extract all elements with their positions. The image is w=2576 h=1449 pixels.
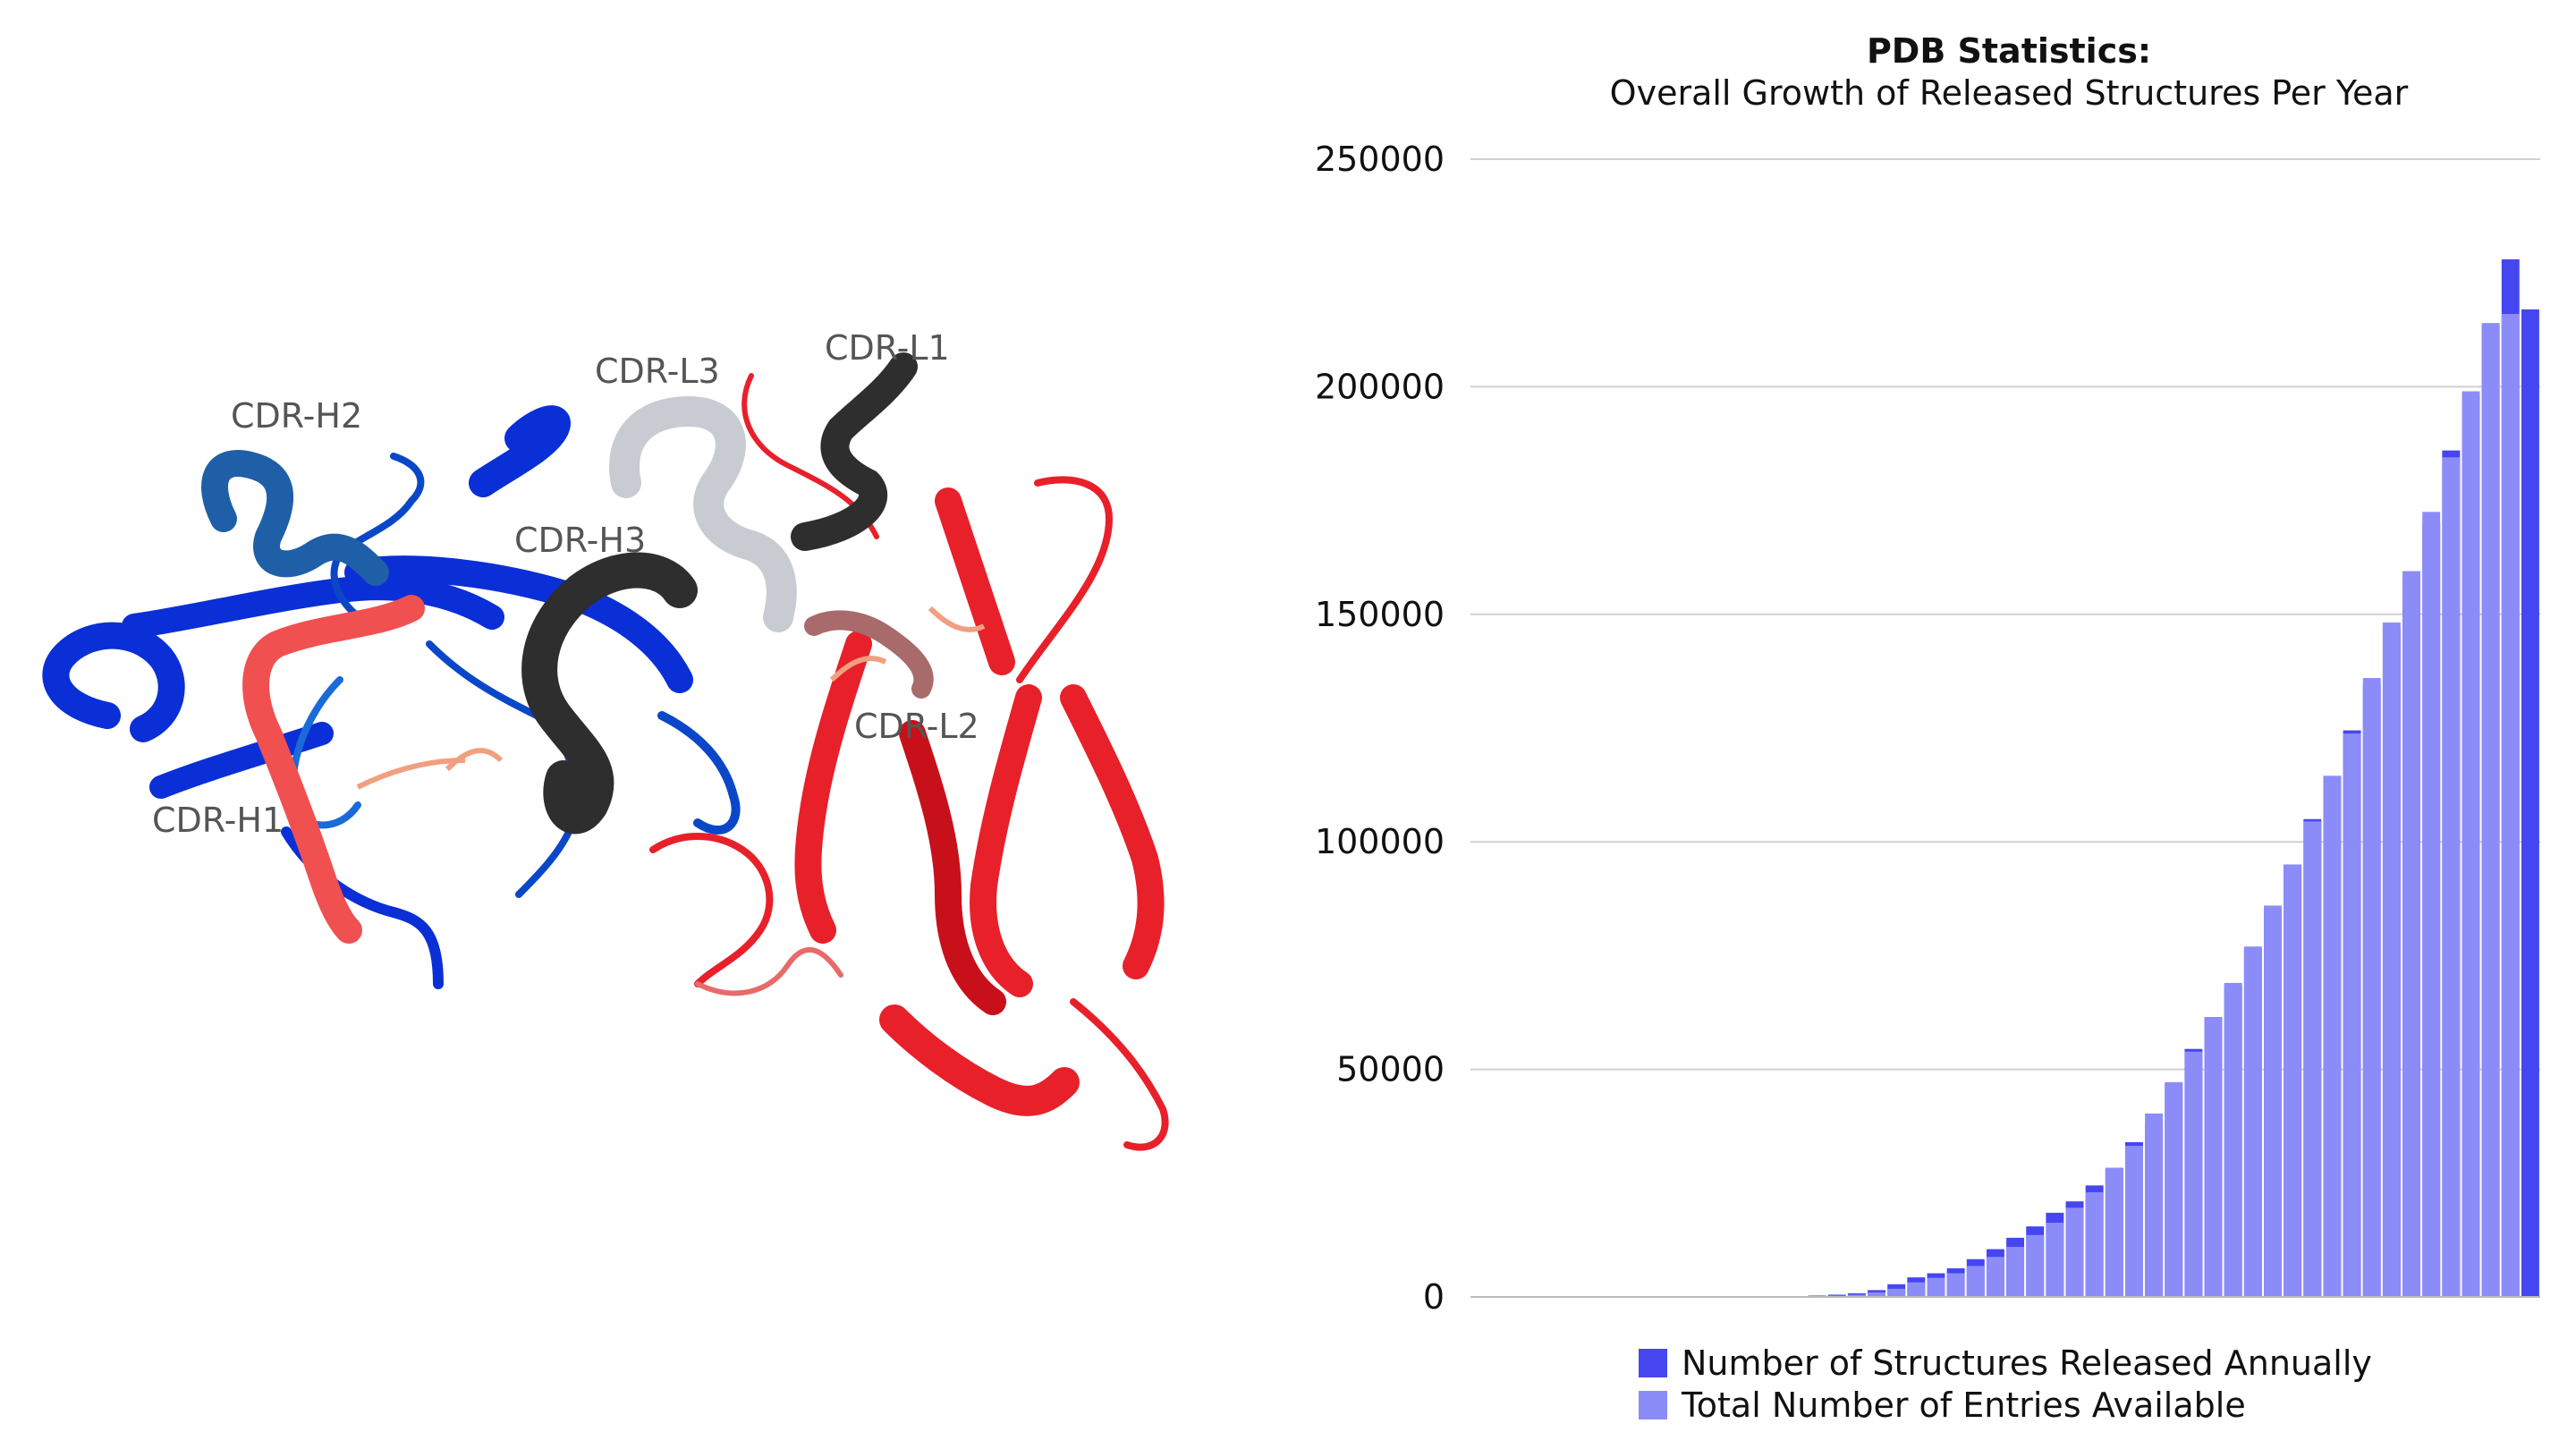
cdr-label-l3: CDR-L3: [595, 352, 720, 391]
bar-total: [2046, 1223, 2064, 1297]
bar-total: [2065, 1208, 2084, 1297]
cdr-label-h3: CDR-H3: [514, 521, 646, 560]
bar-total: [2362, 678, 2381, 1297]
cdr-l3-loop: [609, 395, 797, 632]
bar-total: [2026, 1234, 2045, 1297]
y-tick-label: 0: [1423, 1277, 1445, 1317]
cdr-h1-strand: [242, 595, 425, 944]
cdr-label-h1: CDR-H1: [152, 801, 284, 840]
bar-total: [2105, 1167, 2123, 1297]
side-chain-sticks: [356, 606, 986, 790]
bar-total: [2303, 821, 2322, 1297]
cdr-label-h2: CDR-H2: [231, 396, 362, 436]
legend-label-annual: Number of Structures Released Annually: [1682, 1343, 2372, 1383]
bar-total: [2184, 1051, 2203, 1297]
bar-total: [1966, 1266, 1985, 1297]
legend-swatch-total: [1639, 1391, 1667, 1419]
bar-total: [2085, 1191, 2104, 1297]
bar-total: [1986, 1257, 2004, 1297]
cdr-h3-loop: [521, 552, 698, 835]
cdr-label-l1: CDR-L1: [825, 328, 950, 368]
bar-total: [2422, 512, 2441, 1297]
chart-subtitle: Overall Growth of Released Structures Pe…: [1610, 73, 2409, 113]
bar-total: [1927, 1277, 1945, 1297]
heavy-chain-ribbon: [42, 405, 741, 989]
y-tick-label: 100000: [1315, 822, 1445, 861]
y-tick-label: 150000: [1315, 595, 1445, 634]
legend-swatch-annual: [1639, 1349, 1667, 1377]
bar-total: [2442, 457, 2461, 1297]
legend-label-total: Total Number of Entries Available: [1681, 1385, 2246, 1425]
cdr-label-l2: CDR-L2: [854, 707, 979, 746]
bar-total: [2343, 733, 2361, 1297]
bar-total: [2145, 1113, 2164, 1297]
antibody-structure-image: CDR-H2 CDR-L3 CDR-L1 CDR-H3 CDR-L2 CDR-H…: [42, 328, 1169, 1151]
bar-total: [2462, 391, 2480, 1297]
bar-total: [2006, 1247, 2025, 1297]
bar-total: [2481, 323, 2500, 1298]
bar-total: [2402, 571, 2421, 1297]
bar-total: [2264, 905, 2282, 1297]
light-chain-ribbon: [649, 373, 1169, 1151]
gridlines: [1470, 158, 2540, 1071]
bar-total: [1887, 1288, 1906, 1297]
bar-total: [2204, 1017, 2223, 1297]
bar-total: [1946, 1273, 1965, 1297]
bar-total: [2224, 982, 2242, 1297]
y-axis-tick-labels: 0 50000 100000 150000 200000 250000: [1315, 140, 1445, 1317]
bar-total: [2382, 622, 2401, 1297]
bar-total: [1868, 1292, 1886, 1297]
cdr-l1-loop: [791, 352, 918, 551]
bar-annual: [2521, 309, 2539, 1297]
bar-total: [2501, 313, 2520, 1298]
chart-legend: Number of Structures Released Annually T…: [1639, 1343, 2372, 1425]
bar-total: [1907, 1282, 1926, 1297]
bars: [1788, 258, 2539, 1298]
cdr-h2-loop: [201, 450, 389, 586]
bar-total: [2165, 1081, 2183, 1297]
protein-structure-panel: CDR-H2 CDR-L3 CDR-L1 CDR-H3 CDR-L2 CDR-H…: [42, 328, 1169, 1151]
bar-total: [2323, 775, 2342, 1297]
chart-title: PDB Statistics:: [1867, 31, 2151, 71]
pdb-growth-bar-chart: PDB Statistics: Overall Growth of Releas…: [1315, 31, 2540, 1425]
y-tick-label: 200000: [1315, 367, 1445, 406]
pdb-chart-panel: PDB Statistics: Overall Growth of Releas…: [1288, 0, 2576, 1449]
bar-total: [2243, 946, 2262, 1297]
y-tick-label: 50000: [1336, 1050, 1445, 1089]
bar-total: [1847, 1294, 1866, 1297]
bar-total: [2124, 1146, 2143, 1297]
cdr-l2-loop: [804, 610, 934, 699]
y-tick-label: 250000: [1315, 140, 1445, 179]
bar-total: [2284, 864, 2302, 1297]
